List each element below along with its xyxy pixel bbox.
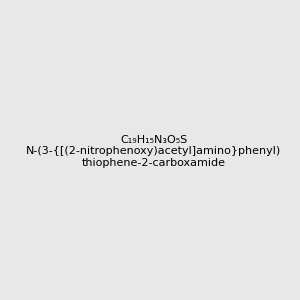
Text: C₁₉H₁₅N₃O₅S
N-(3-{[(2-nitrophenoxy)acetyl]amino}phenyl)
thiophene-2-carboxamide: C₁₉H₁₅N₃O₅S N-(3-{[(2-nitrophenoxy)acety… <box>26 135 281 168</box>
